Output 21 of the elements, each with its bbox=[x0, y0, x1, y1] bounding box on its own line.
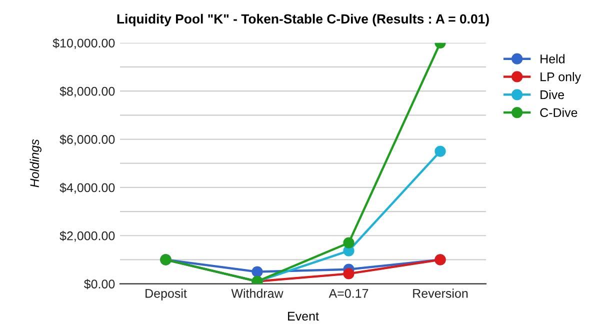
legend-label: LP only bbox=[540, 72, 582, 84]
x-tick-label: Reversion bbox=[413, 288, 468, 298]
x-tick-label: A=0.17 bbox=[328, 288, 368, 298]
legend-label: C-Dive bbox=[540, 108, 578, 118]
chart-title: Liquidity Pool "K" - Token-Stable C-Dive (Results : A = 0.01) bbox=[117, 14, 489, 26]
y-tick-label: $0.00 bbox=[84, 279, 115, 290]
point bbox=[343, 237, 354, 248]
point bbox=[343, 268, 354, 280]
x-tick-label: Deposit bbox=[146, 288, 187, 300]
y-tick-label: $2,000.00 bbox=[60, 230, 115, 242]
x-tick-label: Withdraw bbox=[231, 288, 284, 298]
legend-label: Dive bbox=[540, 90, 564, 100]
legend-label: Held bbox=[540, 54, 564, 64]
y-tick-label: $8,000.00 bbox=[60, 86, 115, 98]
point bbox=[434, 146, 446, 157]
x-axis-title: Event bbox=[288, 312, 319, 321]
point bbox=[252, 266, 263, 278]
y-axis-title: Holdings bbox=[30, 139, 42, 188]
y-tick-label: $4,000.00 bbox=[60, 182, 115, 194]
y-tick-label: $6,000.00 bbox=[60, 134, 115, 146]
y-tick-label: $10,000.00 bbox=[52, 38, 115, 50]
